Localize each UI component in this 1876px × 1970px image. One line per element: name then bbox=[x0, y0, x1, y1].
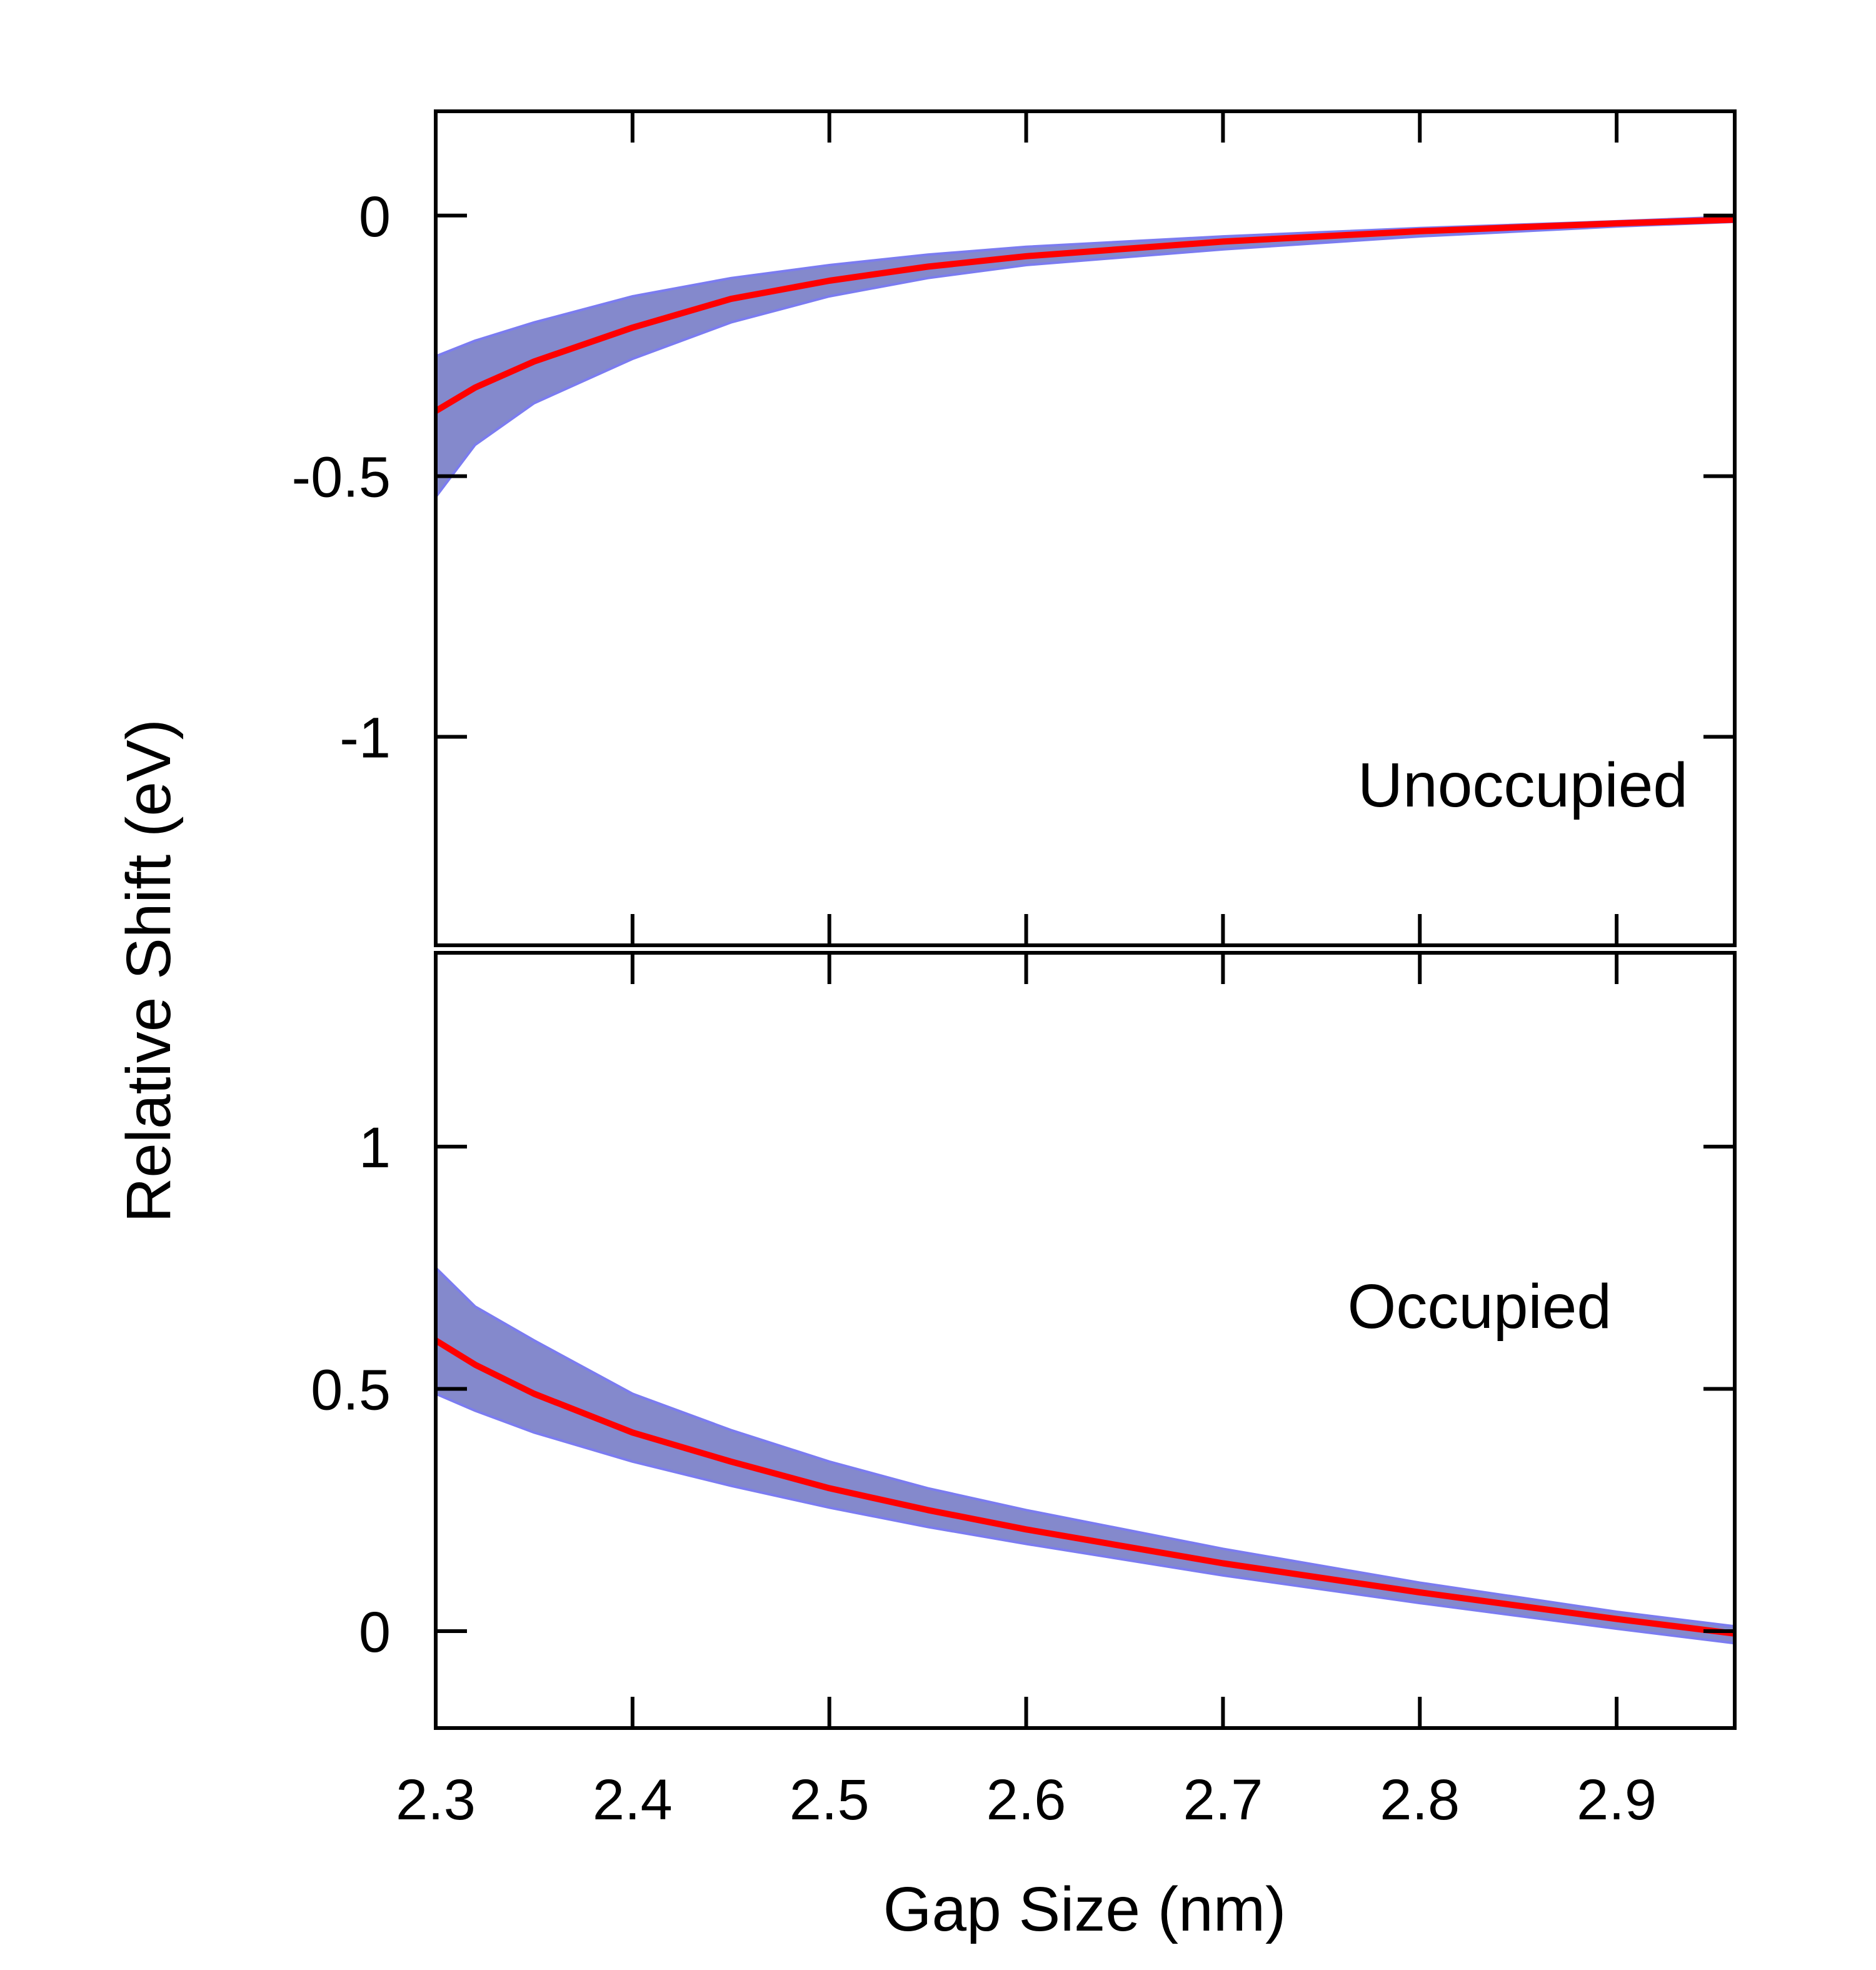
series-line-occupied bbox=[434, 1337, 1735, 1637]
uncertainty-band-unoccupied bbox=[434, 215, 1736, 501]
x-tick-label: 2.7 bbox=[1183, 1768, 1263, 1832]
y-tick-label-unoccupied: -1 bbox=[339, 706, 391, 770]
y-tick-label-occupied: 0.5 bbox=[311, 1359, 391, 1422]
y-tick-label-occupied: 1 bbox=[359, 1116, 391, 1180]
x-tick-label: 2.6 bbox=[986, 1768, 1066, 1832]
x-tick-label: 2.3 bbox=[396, 1768, 476, 1832]
x-axis-label: Gap Size (nm) bbox=[883, 1874, 1287, 1944]
x-tick-label: 2.9 bbox=[1577, 1768, 1657, 1832]
plot-frame-unoccupied bbox=[434, 109, 1737, 947]
x-tick-label: 2.8 bbox=[1380, 1768, 1460, 1832]
series-line-unoccupied bbox=[434, 216, 1735, 414]
y-tick-label-unoccupied: 0 bbox=[359, 185, 391, 249]
panel-label-unoccupied: Unoccupied bbox=[1358, 750, 1688, 820]
y-tick-label-occupied: 0 bbox=[359, 1601, 391, 1664]
y-axis-label: Relative Shift (eV) bbox=[114, 719, 184, 1223]
panel-unoccupied bbox=[434, 215, 1736, 501]
panel-label-occupied: Occupied bbox=[1348, 1272, 1612, 1342]
axis-ticks bbox=[434, 111, 1735, 1728]
plot-frame-occupied bbox=[434, 951, 1737, 1730]
x-tick-label: 2.4 bbox=[593, 1768, 673, 1832]
x-tick-label: 2.5 bbox=[790, 1768, 870, 1832]
y-tick-label-unoccupied: -0.5 bbox=[291, 446, 391, 510]
